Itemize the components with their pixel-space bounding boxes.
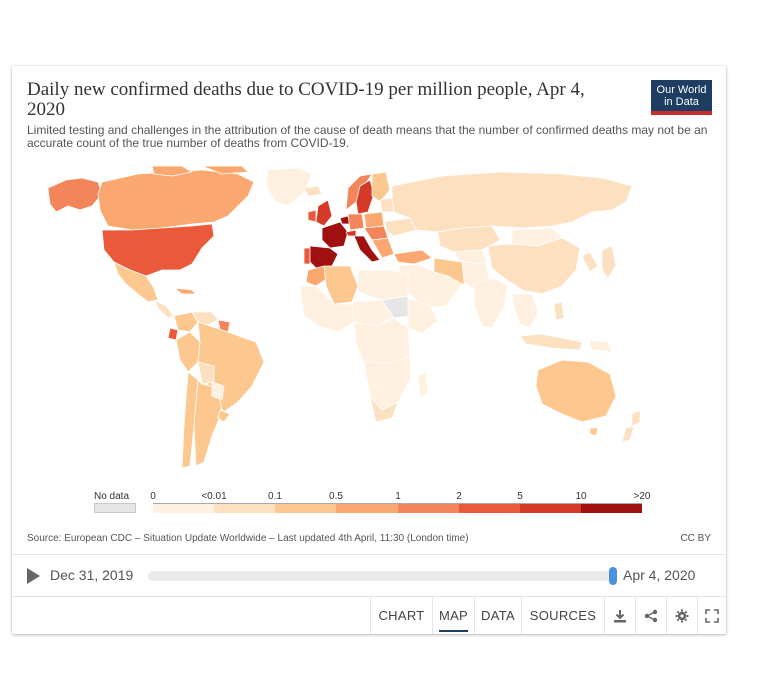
map-region-italy (353, 235, 381, 263)
map-region-canada (97, 169, 255, 231)
source-note[interactable]: Source: European CDC – Situation Update … (27, 533, 469, 544)
map-region-central-europe (363, 225, 389, 241)
map-region-australia (535, 359, 617, 423)
logo-line-1: Our World (656, 84, 707, 96)
timeline: Dec 31, 2019 Apr 4, 2020 (12, 557, 726, 597)
tab-sources[interactable]: SOURCES (521, 597, 604, 634)
legend-tick-4: 1 (395, 491, 401, 502)
map-region-russia (391, 171, 633, 233)
divider-top (12, 554, 726, 555)
map-region-madagascar (417, 371, 429, 399)
tab-chart-label: CHART (378, 608, 425, 623)
map-region-colombia (173, 311, 199, 333)
legend-tick-5: 2 (456, 491, 462, 502)
legend-nodata-swatch (94, 503, 136, 513)
map-region-china (487, 237, 581, 295)
world-map[interactable] (42, 166, 642, 536)
timeline-handle[interactable] (609, 567, 617, 585)
chart-card: Daily new confirmed deaths due to COVID-… (12, 66, 726, 634)
map-region-ecuador (167, 327, 179, 341)
legend-bin-0 (153, 503, 214, 513)
map-region-france (321, 221, 349, 249)
map-region-alaska (47, 177, 103, 213)
download-icon[interactable] (604, 597, 635, 634)
legend-bin-6 (520, 503, 581, 513)
map-region-philippines (553, 301, 565, 321)
map-region-sahel (351, 299, 395, 327)
map-region-greenland (265, 167, 313, 207)
tab-map[interactable]: MAP (432, 597, 474, 634)
map-region-central-america (153, 299, 175, 319)
map-region-south-africa (369, 395, 399, 423)
map-region-southeast-asia (511, 293, 539, 329)
timeline-track[interactable] (148, 571, 614, 581)
map-region-portugal (303, 247, 311, 265)
logo-line-2: in Data (664, 96, 699, 108)
chart-title: Daily new confirmed deaths due to COVID-… (27, 79, 585, 120)
legend-tick-2: 0.1 (268, 491, 282, 502)
map-region-poland (363, 211, 385, 229)
map-region-algeria (323, 265, 359, 305)
map-region-bolivia (197, 361, 215, 385)
legend-tick-0: 0 (150, 491, 156, 502)
map-region-tasmania (589, 427, 599, 437)
map-region-paraguay (211, 381, 225, 401)
map-region-finland (371, 171, 391, 203)
legend-nodata-label: No data (94, 491, 130, 502)
legend-bin-4 (398, 503, 459, 513)
map-region-iceland (303, 185, 323, 197)
legend-tick-3: 0.5 (329, 491, 343, 502)
map-region-turkey (393, 249, 433, 265)
share-icon[interactable] (635, 597, 666, 634)
tab-sources-label: SOURCES (529, 608, 597, 623)
map-region-sweden (355, 179, 375, 215)
map-region-ukraine (383, 217, 417, 237)
timeline-start-date: Dec 31, 2019 (50, 567, 134, 583)
map-region-southern-africa (363, 355, 411, 411)
map-region-india (473, 277, 509, 329)
map-region-central-africa (353, 317, 411, 365)
legend-bin-3 (336, 503, 398, 513)
map-region-venezuela (191, 311, 219, 327)
legend-bin-7 (581, 503, 642, 513)
legend-tick-6: 5 (517, 491, 523, 502)
map-region-horn-of-africa (407, 297, 439, 335)
divider-bottom (12, 596, 726, 597)
map-region-indonesia (519, 333, 583, 351)
map-region-papua (587, 339, 613, 353)
map-region-morocco (305, 265, 329, 287)
map-region-caribbean (173, 287, 197, 295)
tab-chart[interactable]: CHART (370, 597, 432, 634)
chart-subtitle: Limited testing and challenges in the at… (27, 123, 708, 150)
owid-logo[interactable]: Our World in Data (651, 80, 712, 115)
map-region-spain (307, 245, 339, 269)
legend-tick-7: 10 (575, 491, 587, 502)
legend-tick-1: <0.01 (201, 491, 227, 502)
legend-bin-5 (459, 503, 520, 513)
tab-map-label: MAP (438, 608, 469, 632)
timeline-end-date: Apr 4, 2020 (623, 567, 696, 583)
map-region-peru (175, 331, 201, 373)
fullscreen-icon[interactable] (697, 597, 726, 634)
license-link[interactable]: CC BY (680, 533, 711, 544)
map-region-kazakhstan (437, 225, 501, 253)
map-region-arctic-islands (151, 166, 249, 177)
legend-bin-2 (275, 503, 336, 513)
map-region-new-zealand (621, 409, 641, 443)
chart-tabs: CHART MAP DATA SOURCES (12, 597, 726, 634)
legend-tick-8: >20 (633, 491, 651, 502)
settings-icon[interactable] (666, 597, 697, 634)
map-region-uruguay (217, 409, 231, 423)
map-region-uk (315, 199, 333, 227)
play-icon[interactable] (27, 568, 40, 584)
map-region-korea-japan (581, 245, 617, 279)
map-region-ireland (307, 209, 317, 223)
map-region-germany (347, 213, 365, 231)
legend-bin-1 (214, 503, 275, 513)
tab-data[interactable]: DATA (474, 597, 521, 634)
map-legend: No data 0 <0.01 0.1 0.5 1 2 5 10 >20 (94, 491, 714, 521)
map-region-mexico (113, 261, 159, 303)
tab-data-label: DATA (481, 608, 515, 623)
map-region-libya-egypt (357, 269, 409, 301)
